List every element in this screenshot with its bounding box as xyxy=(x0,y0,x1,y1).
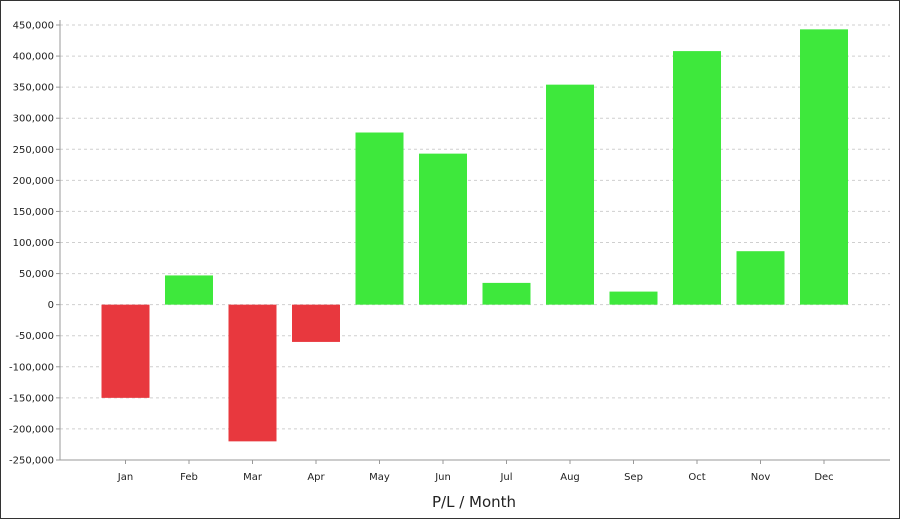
x-tick-label: Nov xyxy=(751,472,771,483)
y-tick-label: 350,000 xyxy=(13,83,54,94)
x-tick-label: Dec xyxy=(814,472,833,483)
bar-dec xyxy=(800,29,848,305)
y-tick-label: -50,000 xyxy=(15,331,54,342)
bar-may xyxy=(355,132,404,305)
x-tick-label: Apr xyxy=(307,472,325,483)
y-tick-label: 300,000 xyxy=(13,114,54,125)
bar-jul xyxy=(482,282,531,305)
x-tick-label: Feb xyxy=(180,472,198,483)
x-tick-label: Sep xyxy=(624,472,643,483)
bar-oct xyxy=(673,51,721,305)
bar-feb xyxy=(165,275,213,305)
bar-mar xyxy=(228,304,277,442)
y-tick-label: 200,000 xyxy=(13,176,54,187)
bar-jan xyxy=(101,304,150,398)
y-tick-label: -250,000 xyxy=(9,456,54,467)
bar-jun xyxy=(419,153,467,305)
x-tick-label: Jan xyxy=(117,472,133,483)
grid-lines xyxy=(60,24,890,461)
bar-sep xyxy=(609,291,658,305)
y-tick-label: 400,000 xyxy=(13,52,54,63)
bar-apr xyxy=(292,304,340,342)
bar-nov xyxy=(736,251,785,305)
x-tick-label: Jun xyxy=(434,472,451,483)
y-tick-label: 0 xyxy=(48,300,54,311)
y-tick-label: 150,000 xyxy=(13,207,54,218)
x-tick-label: Jul xyxy=(499,472,512,483)
x-tick-label: Aug xyxy=(560,472,580,483)
axes xyxy=(56,20,890,464)
y-tick-label: 100,000 xyxy=(13,238,54,249)
x-axis-label: P/L / Month xyxy=(432,493,516,511)
y-tick-label: 50,000 xyxy=(19,269,54,280)
y-tick-labels: 450,000 400,000 350,000 300,000 250,000 200,0… xyxy=(9,21,54,467)
y-tick-label: -100,000 xyxy=(9,362,54,373)
x-tick-label: Oct xyxy=(688,472,705,483)
y-tick-label: 250,000 xyxy=(13,145,54,156)
x-tick-labels: Jan Feb Mar Apr May Jun Jul Aug Sep Oct Nov Dec xyxy=(117,472,834,483)
y-tick-label: 450,000 xyxy=(13,21,54,32)
x-tick-label: May xyxy=(369,472,390,483)
y-tick-label: -150,000 xyxy=(9,393,54,404)
y-tick-label: -200,000 xyxy=(9,424,54,435)
bars xyxy=(101,29,848,442)
x-tick-label: Mar xyxy=(243,472,263,483)
bar-aug xyxy=(546,84,594,305)
